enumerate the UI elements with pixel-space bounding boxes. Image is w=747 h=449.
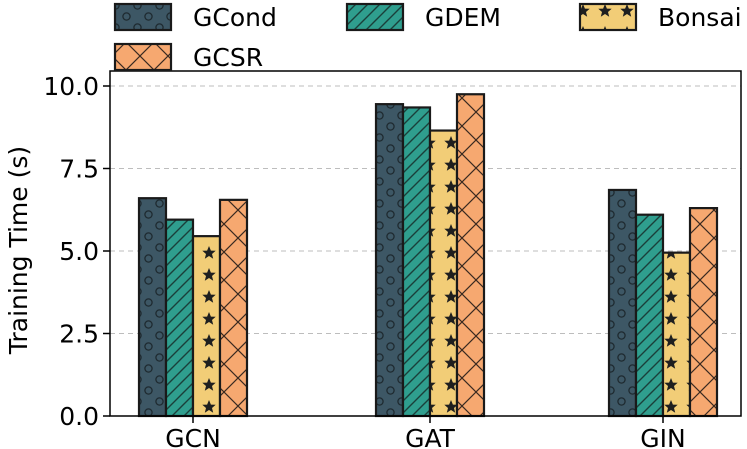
- plot-frame: [109, 70, 742, 417]
- legend-swatch-gcsr: [113, 42, 173, 72]
- bar-gcsr-gat: [455, 93, 486, 418]
- bars: [137, 93, 719, 418]
- y-tick-label: 2.5: [59, 320, 99, 349]
- legend-swatch-gcond: [113, 2, 173, 32]
- legend-label-gcsr: GCSR: [193, 43, 263, 72]
- y-tick-label: 7.5: [59, 155, 99, 184]
- bar-gcsr-gin: [688, 207, 719, 418]
- legend-label-bonsai: Bonsai: [658, 3, 742, 32]
- bar-gcsr-gcn: [218, 198, 249, 418]
- legend: GCond GDEM Bonsai GCSR: [113, 2, 742, 72]
- y-tick-label: 10.0: [43, 72, 99, 101]
- x-tick-label: GCN: [165, 424, 221, 449]
- legend-swatch-gdem: [345, 2, 405, 32]
- bar-gdem-gin: [634, 213, 665, 418]
- bar-bonsai-gat: [428, 129, 459, 418]
- x-tick-label: GIN: [640, 424, 685, 449]
- y-axis: 0.0 2.5 5.0 7.5 10.0: [43, 72, 110, 431]
- legend-swatch-bonsai: [578, 2, 638, 32]
- x-axis: GCN GAT GIN: [165, 416, 686, 449]
- y-tick-label: 0.0: [59, 402, 99, 431]
- bar-gdem-gat: [401, 106, 432, 418]
- bar-bonsai-gin: [661, 251, 692, 418]
- legend-label-gdem: GDEM: [425, 3, 501, 32]
- bar-gcond-gin: [607, 188, 638, 418]
- x-tick-label: GAT: [405, 424, 456, 449]
- bar-gcond-gat: [374, 103, 405, 418]
- legend-label-gcond: GCond: [193, 3, 277, 32]
- y-axis-title: Training Time (s): [4, 146, 33, 355]
- bar-gdem-gcn: [164, 218, 195, 418]
- bar-bonsai-gcn: [191, 235, 222, 418]
- y-tick-label: 5.0: [59, 237, 99, 266]
- bar-gcond-gcn: [137, 197, 168, 418]
